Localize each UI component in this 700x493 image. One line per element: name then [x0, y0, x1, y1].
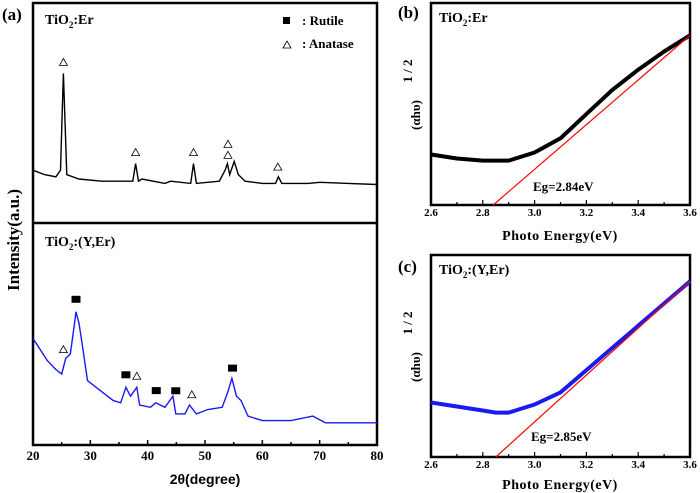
legend-rutile-square [283, 17, 290, 24]
x-axis-label-b: Photo Energy(eV) [502, 229, 618, 244]
x-tick-label: 3.4 [631, 207, 645, 219]
anatase-marker [58, 344, 69, 354]
x-tick-label: 3.2 [580, 459, 594, 471]
x-tick-label-a: 20 [27, 448, 40, 463]
rutile-marker [228, 364, 238, 372]
x-tick-label-a: 60 [256, 448, 269, 463]
anatase-marker [58, 57, 69, 66]
x-tick-label: 3.6 [683, 207, 697, 219]
legend-anatase-label: : Anatase [302, 36, 354, 51]
linear-fit-line [495, 280, 691, 458]
x-tick-label-a: 30 [84, 448, 97, 463]
bandgap-annotation-b: Eg=2.84eV [533, 179, 594, 194]
y-axis-label-b-base: (αhυ) [408, 100, 423, 130]
x-tick-label: 2.8 [476, 459, 490, 471]
absorption-curve [430, 279, 692, 415]
anatase-marker [187, 389, 197, 399]
rutile-marker [171, 387, 181, 395]
panel-a: (a) TiO2:Er TiO2:(Y,Er) : Rutile : Anata… [2, 1, 384, 487]
panel-label-b: (b) [398, 3, 419, 22]
panel-label-a: (a) [2, 5, 22, 24]
x-tick-label: 3.0 [528, 459, 542, 471]
panel-label-c: (c) [398, 257, 417, 276]
plot-frame-b [429, 1, 692, 207]
absorption-curve [430, 33, 692, 163]
rutile-marker [71, 295, 81, 303]
x-tick-label-a: 40 [141, 448, 154, 463]
subplot-title-bottom: TiO2:(Y,Er) [45, 235, 116, 252]
y-axis-label-b: (αhυ) 1 / 2 [400, 59, 423, 130]
anatase-marker [223, 150, 233, 159]
anatase-marker [223, 139, 233, 148]
x-tick-label: 2.6 [424, 207, 438, 219]
y-axis-label-c-base: (αhυ) [408, 352, 423, 382]
legend-anatase-triangle [282, 40, 292, 49]
linear-fit-line [492, 34, 691, 206]
anatase-marker [188, 147, 199, 156]
y-axis-label-a: Intensity(a.u.) [4, 189, 23, 291]
x-tick-label-a: 50 [199, 448, 212, 463]
anatase-marker [132, 371, 142, 380]
x-tick-label: 3.4 [631, 459, 645, 471]
panel-c: (c) TiO2:(Y,Er) Eg=2.85eV 2.6 2.8 3.0 3.2 3.… [398, 253, 697, 493]
y-axis-label-c-exponent: 1 / 2 [400, 311, 415, 334]
y-axis-label-b-exponent: 1 / 2 [400, 59, 415, 82]
x-tick-label-a: 80 [371, 448, 384, 463]
xrd-trace-er [32, 73, 378, 186]
x-tick-label: 3.0 [528, 207, 542, 219]
x-tick-label: 3.6 [683, 459, 697, 471]
xrd-trace-y-er [32, 311, 377, 424]
x-tick-label: 2.8 [476, 207, 490, 219]
panel-b: (b) TiO2:Er Eg=2.84eV 2.6 2.8 3.0 3.2 3.4 3.6… [398, 1, 697, 244]
rutile-marker [151, 387, 161, 395]
x-tick-label-a: 70 [313, 448, 326, 463]
x-axis-label-a: 2θ(degree) [170, 471, 241, 487]
plot-frame-c [429, 253, 692, 459]
y-axis-label-c: (αhυ) 1 / 2 [400, 311, 423, 382]
sample-title-b: TiO2:Er [439, 11, 488, 28]
x-tick-label: 2.6 [424, 459, 438, 471]
rutile-marker [121, 371, 131, 379]
sample-title-c: TiO2:(Y,Er) [439, 263, 510, 280]
legend-rutile-label: : Rutile [302, 13, 344, 28]
bandgap-annotation-c: Eg=2.85eV [531, 429, 592, 444]
x-axis-label-c: Photo Energy(eV) [502, 478, 618, 493]
subplot-title-top: TiO2:Er [45, 13, 94, 30]
anatase-marker [273, 162, 283, 171]
legend: : Rutile : Anatase [282, 13, 354, 51]
anatase-marker [130, 147, 141, 156]
x-tick-label: 3.2 [580, 207, 594, 219]
